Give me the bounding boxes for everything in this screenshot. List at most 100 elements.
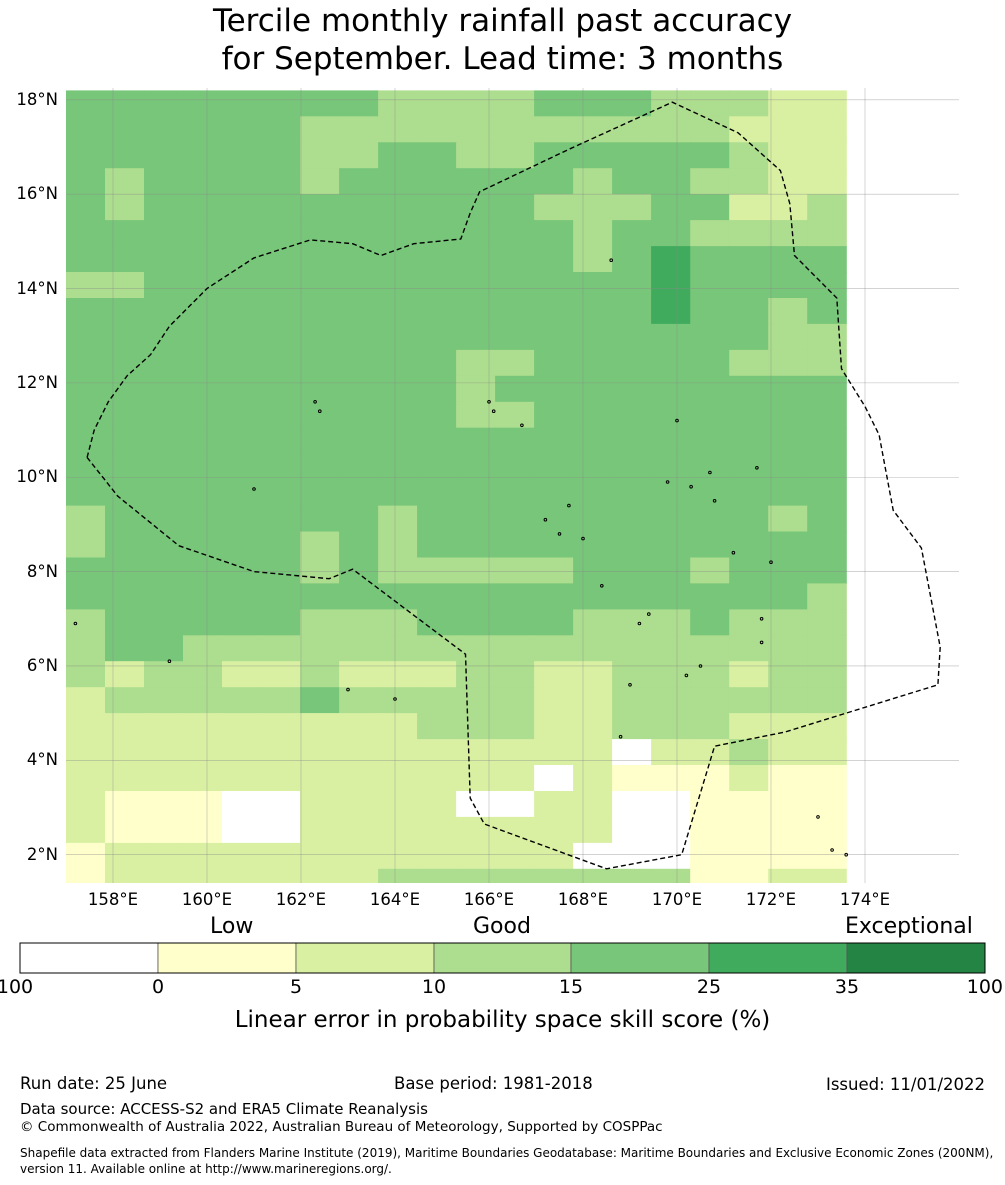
island-outline: [712, 499, 717, 503]
grid-cell: [534, 583, 574, 610]
island-outline: [313, 400, 317, 404]
grid-cell: [183, 816, 223, 844]
grid-cell: [378, 687, 418, 714]
grid-cell: [768, 635, 808, 662]
grid-cell: [144, 661, 184, 688]
grid-cell: [651, 453, 691, 481]
grid-cell: [66, 349, 106, 377]
grid-cell: [378, 661, 418, 688]
grid-cell: [144, 116, 184, 143]
grid-cell: [573, 479, 613, 507]
grid-cell: [729, 687, 769, 714]
grid-cell: [66, 323, 106, 351]
grid-cell: [105, 531, 145, 558]
grid-cell: [690, 323, 730, 351]
grid-cell: [456, 246, 496, 273]
grid-cell: [339, 505, 379, 533]
grid-cell: [300, 142, 340, 169]
grid-cell: [651, 142, 691, 169]
grid-cell: [222, 479, 262, 507]
grid-cell: [729, 272, 769, 299]
grid-cell: [300, 427, 340, 455]
grid-cell: [222, 168, 262, 195]
grid-cell: [729, 246, 769, 273]
grid-cell: [651, 661, 691, 688]
colorbar-swatch-6: [846, 942, 986, 974]
grid-cell: [729, 453, 769, 481]
grid-cell: [339, 739, 379, 766]
grid-cell: [729, 505, 769, 533]
grid-cell: [222, 868, 262, 883]
grid-cell: [651, 739, 691, 766]
grid-cell: [612, 531, 652, 558]
colorbar-swatch-1: [157, 942, 297, 974]
lat-label: 2°N: [26, 844, 58, 864]
grid-cell: [339, 713, 379, 740]
island-outline: [647, 612, 651, 616]
grid-cell: [378, 246, 418, 273]
grid-cell: [339, 583, 379, 610]
grid-cell: [651, 687, 691, 714]
grid-cell: [534, 298, 574, 325]
grid-cell: [417, 453, 457, 481]
grid-cell: [690, 661, 730, 688]
grid-cell: [573, 142, 613, 169]
grid-cell: [573, 272, 613, 299]
grid-cell: [66, 272, 106, 299]
grid-cell: [807, 427, 847, 455]
grid-cell: [456, 505, 496, 533]
category-low: Low: [210, 914, 254, 939]
grid-cell: [300, 687, 340, 714]
grid-cell: [183, 401, 223, 429]
grid-cell: [573, 687, 613, 714]
grid-cell: [339, 609, 379, 636]
island-outline: [318, 409, 322, 414]
grid-cell: [495, 194, 535, 221]
grid-cell: [144, 246, 184, 273]
grid-cell: [261, 220, 301, 247]
grid-cell: [534, 765, 574, 792]
grid-cell: [768, 142, 808, 169]
grid-cell: [612, 609, 652, 636]
grid-cell: [222, 323, 262, 351]
grid-cell: [261, 791, 301, 818]
island-outline: [708, 470, 712, 475]
grid-cell: [534, 427, 574, 455]
grid-cell: [768, 609, 808, 636]
grid-cell: [807, 609, 847, 636]
grid-cell: [456, 791, 496, 818]
island-outline: [618, 734, 623, 739]
grid-cell: [66, 687, 106, 714]
grid-cell: [612, 713, 652, 740]
grid-cell: [573, 842, 613, 870]
grid-cell: [807, 739, 847, 766]
lat-label: 14°N: [16, 278, 58, 298]
grid-cell: [261, 349, 301, 377]
grid-cell: [339, 531, 379, 558]
grid-cell: [105, 116, 145, 143]
grid-cell: [807, 272, 847, 299]
lon-label: 174°E: [839, 890, 891, 909]
island-outline: [491, 409, 496, 414]
grid-cell: [300, 765, 340, 792]
grid-cell: [66, 661, 106, 688]
issued-date: Issued: 11/01/2022: [825, 1075, 985, 1094]
grid-cell: [339, 765, 379, 792]
grid-cell: [378, 323, 418, 351]
grid-cell: [66, 168, 106, 195]
grid-cell: [378, 713, 418, 740]
grid-cell: [534, 842, 574, 870]
grid-cell: [456, 842, 496, 870]
grid-cell: [183, 375, 223, 403]
grid-cell: [378, 505, 418, 533]
grid-cell: [690, 765, 730, 792]
grid-cell: [183, 427, 223, 455]
lat-label: 4°N: [26, 750, 58, 770]
grid-cell: [261, 765, 301, 792]
grid-cell: [183, 479, 223, 507]
grid-cell: [183, 635, 223, 662]
grid-cell: [456, 661, 496, 688]
grid-cell: [105, 427, 145, 455]
grid-cell: [183, 272, 223, 299]
grid-cell: [573, 194, 613, 221]
